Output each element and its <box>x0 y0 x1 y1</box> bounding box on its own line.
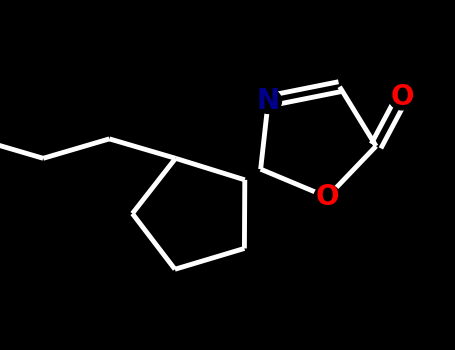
Circle shape <box>389 85 415 110</box>
Circle shape <box>314 184 340 210</box>
Text: O: O <box>315 183 339 211</box>
Text: O: O <box>390 83 414 111</box>
Text: N: N <box>257 87 280 115</box>
Circle shape <box>255 89 282 113</box>
